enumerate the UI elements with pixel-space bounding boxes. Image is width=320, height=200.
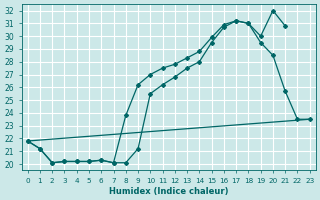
- X-axis label: Humidex (Indice chaleur): Humidex (Indice chaleur): [109, 187, 228, 196]
